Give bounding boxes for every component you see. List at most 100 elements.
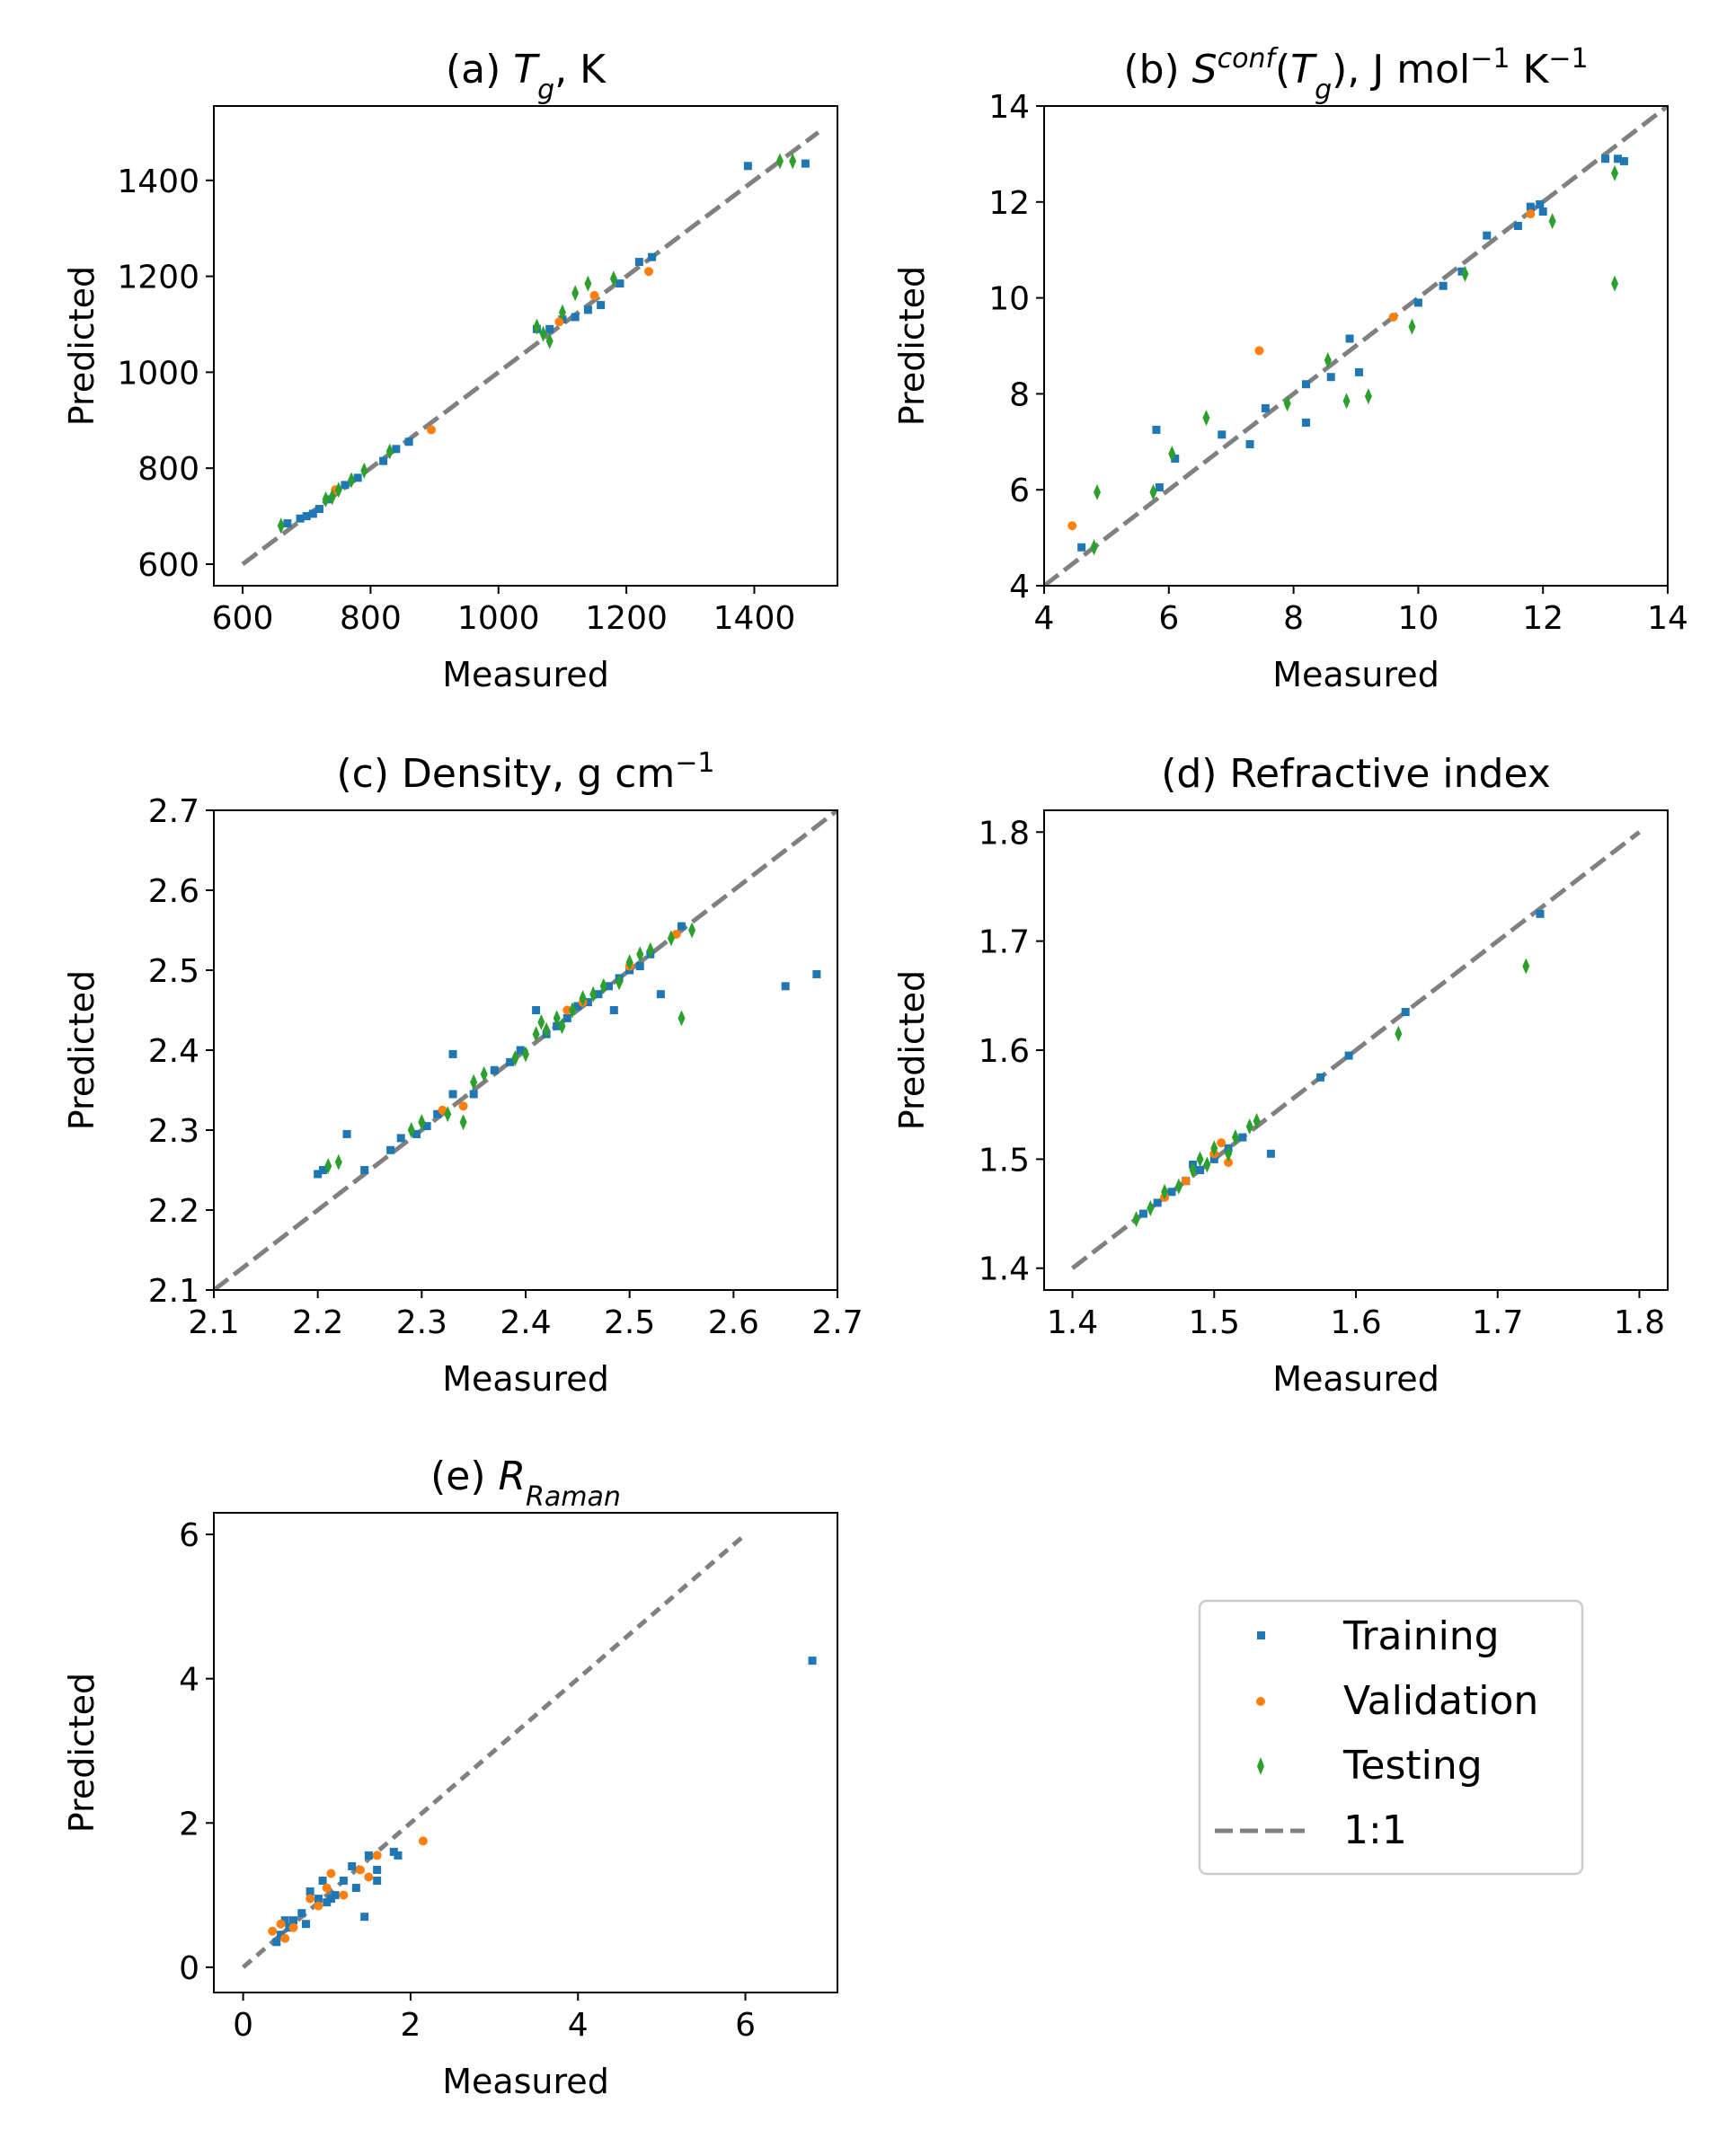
training-point	[272, 1938, 281, 1947]
testing-point	[1548, 213, 1556, 230]
training-point	[634, 258, 643, 267]
testing-point	[322, 490, 330, 508]
testing-point	[1132, 1211, 1140, 1228]
y-tick-label: 1200	[117, 260, 199, 296]
training-point	[308, 509, 317, 518]
training-point	[1167, 1188, 1176, 1197]
training-point	[396, 1134, 405, 1143]
training-point	[323, 1898, 332, 1907]
training-point	[283, 519, 292, 528]
testing-point	[646, 941, 654, 959]
training-point	[433, 1109, 442, 1118]
chart-title: (c) Density, g cm−1	[337, 747, 715, 798]
training-point	[373, 1877, 382, 1886]
testing-point	[584, 275, 592, 292]
x-tick-label: 6	[735, 2007, 756, 2044]
training-point	[609, 1006, 618, 1014]
panels: 600 800 1000 1200 1400600800100012001400Meas…	[62, 43, 1688, 2102]
legend-training-marker	[1257, 1631, 1265, 1639]
testing-point	[1161, 1183, 1169, 1200]
y-tick-label: 4	[1009, 569, 1030, 605]
training-point	[339, 1877, 348, 1886]
training-point	[1457, 267, 1466, 276]
testing-point	[1395, 1025, 1403, 1042]
testing-point	[444, 1106, 452, 1123]
y-tick-label: 4	[179, 1662, 199, 1699]
testing-point	[537, 1013, 545, 1030]
chart-title: (e) RRaman	[430, 1454, 621, 1513]
testing-point	[636, 946, 644, 963]
training-point	[351, 1884, 360, 1893]
y-tick-label: 2.5	[148, 953, 199, 990]
training-point	[326, 1895, 335, 1904]
x-tick-label: 1.8	[1614, 1304, 1665, 1341]
testing-point	[533, 318, 541, 335]
training-point	[288, 1916, 297, 1925]
testing-point	[1168, 446, 1176, 463]
panel-b: 4 6 8 10 12 14 4 6 8 10 12 14 Measured Predicted (b) S…	[892, 43, 1688, 695]
x-tick-label: 2.3	[396, 1304, 447, 1341]
testing-point	[480, 1065, 488, 1082]
training-point	[412, 1129, 421, 1138]
training-point	[1526, 202, 1535, 211]
validation-point	[322, 1883, 332, 1893]
training-point	[1536, 909, 1545, 918]
training-point	[386, 1145, 395, 1154]
testing-point	[625, 954, 633, 971]
training-point	[583, 998, 592, 1007]
validation-point	[268, 1926, 278, 1936]
x-tick-label: 12	[1522, 600, 1563, 637]
x-axis-label: Measured	[1272, 655, 1439, 694]
training-point	[1401, 1008, 1410, 1017]
validation-point	[288, 1922, 298, 1932]
y-tick-label: 1.8	[979, 815, 1030, 852]
y-tick-label: 12	[988, 185, 1030, 222]
training-point	[1155, 483, 1164, 492]
training-point	[296, 514, 305, 523]
testing-point	[418, 1114, 426, 1131]
training-point	[635, 962, 644, 971]
validation-point	[1526, 209, 1536, 219]
validation-point	[364, 1872, 374, 1882]
training-point	[1483, 231, 1492, 240]
panel-d: 1.4 1.5 1.6 1.7 1.8 1.4 1.5 1.6 1.7 1.8 Measured Pr…	[892, 751, 1669, 1399]
x-tick-label: 10	[1397, 600, 1439, 637]
training-point	[1345, 334, 1354, 343]
legend-testing-label: Testing	[1342, 1743, 1483, 1789]
y-axis-label: Predicted	[62, 266, 102, 426]
training-point	[1266, 1149, 1275, 1158]
validation-point	[554, 317, 564, 327]
plot-area	[241, 130, 820, 566]
training-point	[1316, 1073, 1325, 1082]
training-point	[490, 1065, 499, 1074]
testing-point	[1245, 1118, 1253, 1135]
validation-point	[1067, 521, 1077, 531]
training-point	[1138, 1209, 1147, 1218]
testing-point	[324, 1158, 332, 1175]
y-tick-label: 2	[179, 1806, 199, 1842]
validation-point	[1224, 1158, 1234, 1168]
training-point	[277, 1931, 286, 1940]
training-point	[331, 1891, 340, 1900]
validation-point	[280, 1933, 290, 1943]
testing-point	[1611, 164, 1619, 181]
testing-point	[688, 922, 696, 939]
training-point	[743, 162, 752, 171]
testing-point	[459, 1114, 467, 1131]
validation-point	[276, 1919, 286, 1929]
training-point	[648, 252, 657, 261]
testing-point	[334, 1153, 342, 1171]
x-axis-label: Measured	[442, 1359, 609, 1399]
axes-frame	[213, 105, 838, 587]
training-point	[360, 1166, 369, 1174]
training-point	[301, 1920, 310, 1929]
x-tick-label: 8	[1283, 600, 1304, 637]
x-tick-label: 6	[1158, 600, 1179, 637]
testing-point	[1202, 410, 1210, 427]
x-axis-label: Measured	[1272, 1359, 1439, 1399]
training-point	[808, 1657, 817, 1666]
y-tick-label: 2.2	[148, 1193, 199, 1230]
training-point	[1238, 1133, 1247, 1142]
testing-point	[599, 977, 607, 994]
training-point	[422, 1122, 431, 1131]
